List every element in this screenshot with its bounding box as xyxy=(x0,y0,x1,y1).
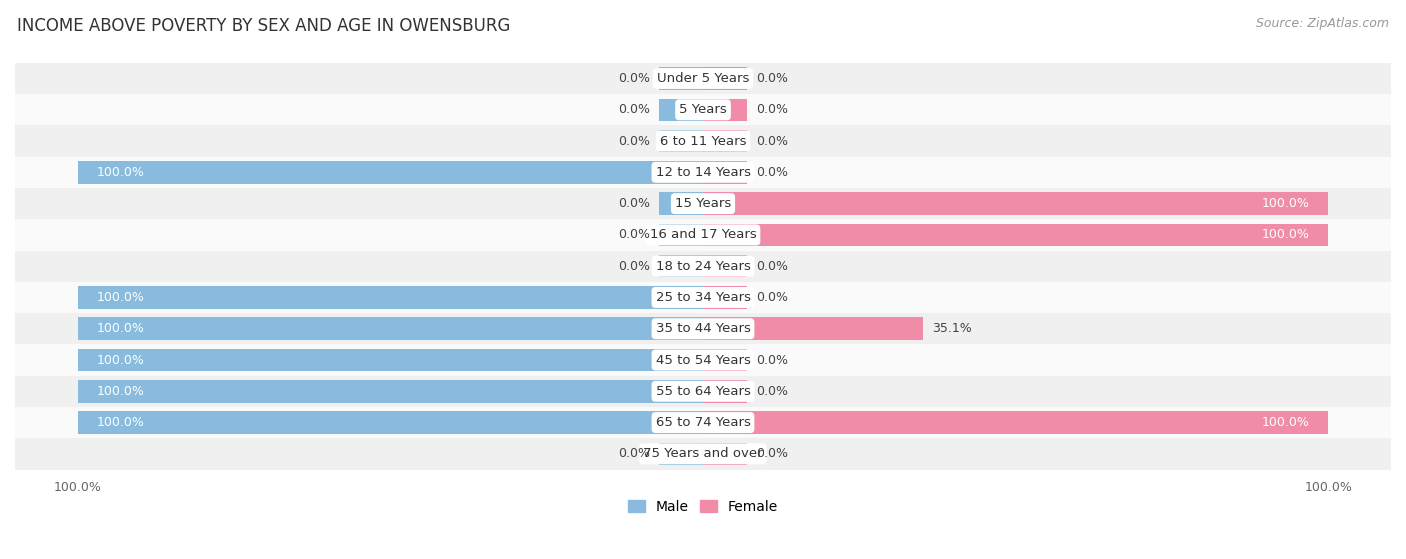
Text: INCOME ABOVE POVERTY BY SEX AND AGE IN OWENSBURG: INCOME ABOVE POVERTY BY SEX AND AGE IN O… xyxy=(17,17,510,35)
Bar xyxy=(703,349,747,371)
Text: 0.0%: 0.0% xyxy=(756,166,789,179)
Text: 55 to 64 Years: 55 to 64 Years xyxy=(655,385,751,398)
Bar xyxy=(15,438,1391,470)
Bar xyxy=(15,407,1391,438)
Text: 35 to 44 Years: 35 to 44 Years xyxy=(655,322,751,335)
Text: 100.0%: 100.0% xyxy=(1261,416,1310,429)
Bar xyxy=(703,98,747,121)
Bar xyxy=(703,443,747,465)
Text: 35.1%: 35.1% xyxy=(932,322,972,335)
Text: 100.0%: 100.0% xyxy=(96,385,145,398)
Text: 15 Years: 15 Years xyxy=(675,197,731,210)
Bar xyxy=(659,255,703,277)
Bar xyxy=(703,255,747,277)
Text: 0.0%: 0.0% xyxy=(617,135,650,148)
Bar xyxy=(703,224,1329,246)
Bar xyxy=(703,161,747,183)
Text: Source: ZipAtlas.com: Source: ZipAtlas.com xyxy=(1256,17,1389,30)
Bar xyxy=(15,94,1391,125)
Bar xyxy=(77,411,703,434)
Bar xyxy=(703,380,747,402)
Bar xyxy=(77,286,703,309)
Text: 18 to 24 Years: 18 to 24 Years xyxy=(655,260,751,273)
Bar xyxy=(703,192,1329,215)
Bar xyxy=(703,67,747,90)
Text: 0.0%: 0.0% xyxy=(756,447,789,461)
Text: 0.0%: 0.0% xyxy=(756,72,789,85)
Bar xyxy=(659,224,703,246)
Bar xyxy=(15,63,1391,94)
Bar xyxy=(15,157,1391,188)
Bar xyxy=(703,318,922,340)
Text: 0.0%: 0.0% xyxy=(756,260,789,273)
Bar xyxy=(659,192,703,215)
Text: 0.0%: 0.0% xyxy=(617,229,650,241)
Bar xyxy=(77,380,703,402)
Bar xyxy=(703,286,747,309)
Bar xyxy=(77,349,703,371)
Bar xyxy=(77,318,703,340)
Text: Under 5 Years: Under 5 Years xyxy=(657,72,749,85)
Text: 0.0%: 0.0% xyxy=(617,103,650,116)
Text: 6 to 11 Years: 6 to 11 Years xyxy=(659,135,747,148)
Bar xyxy=(703,130,747,152)
Bar xyxy=(659,443,703,465)
Bar xyxy=(15,313,1391,344)
Bar xyxy=(15,376,1391,407)
Text: 0.0%: 0.0% xyxy=(756,103,789,116)
Bar xyxy=(15,219,1391,250)
Text: 0.0%: 0.0% xyxy=(617,197,650,210)
Text: 0.0%: 0.0% xyxy=(756,353,789,367)
Text: 75 Years and over: 75 Years and over xyxy=(643,447,763,461)
Text: 100.0%: 100.0% xyxy=(96,353,145,367)
Legend: Male, Female: Male, Female xyxy=(623,494,783,519)
Text: 16 and 17 Years: 16 and 17 Years xyxy=(650,229,756,241)
Bar xyxy=(77,161,703,183)
Text: 100.0%: 100.0% xyxy=(1261,229,1310,241)
Bar xyxy=(659,98,703,121)
Text: 5 Years: 5 Years xyxy=(679,103,727,116)
Bar xyxy=(703,411,1329,434)
Bar xyxy=(15,344,1391,376)
Text: 65 to 74 Years: 65 to 74 Years xyxy=(655,416,751,429)
Bar xyxy=(15,250,1391,282)
Bar xyxy=(15,188,1391,219)
Text: 100.0%: 100.0% xyxy=(96,322,145,335)
Text: 100.0%: 100.0% xyxy=(96,416,145,429)
Text: 100.0%: 100.0% xyxy=(96,166,145,179)
Text: 100.0%: 100.0% xyxy=(1261,197,1310,210)
Text: 0.0%: 0.0% xyxy=(756,385,789,398)
Text: 25 to 34 Years: 25 to 34 Years xyxy=(655,291,751,304)
Text: 0.0%: 0.0% xyxy=(617,72,650,85)
Bar xyxy=(15,282,1391,313)
Text: 0.0%: 0.0% xyxy=(617,260,650,273)
Text: 0.0%: 0.0% xyxy=(756,135,789,148)
Text: 0.0%: 0.0% xyxy=(756,291,789,304)
Bar xyxy=(659,67,703,90)
Text: 45 to 54 Years: 45 to 54 Years xyxy=(655,353,751,367)
Text: 0.0%: 0.0% xyxy=(617,447,650,461)
Text: 12 to 14 Years: 12 to 14 Years xyxy=(655,166,751,179)
Bar xyxy=(659,130,703,152)
Bar xyxy=(15,125,1391,157)
Text: 100.0%: 100.0% xyxy=(96,291,145,304)
